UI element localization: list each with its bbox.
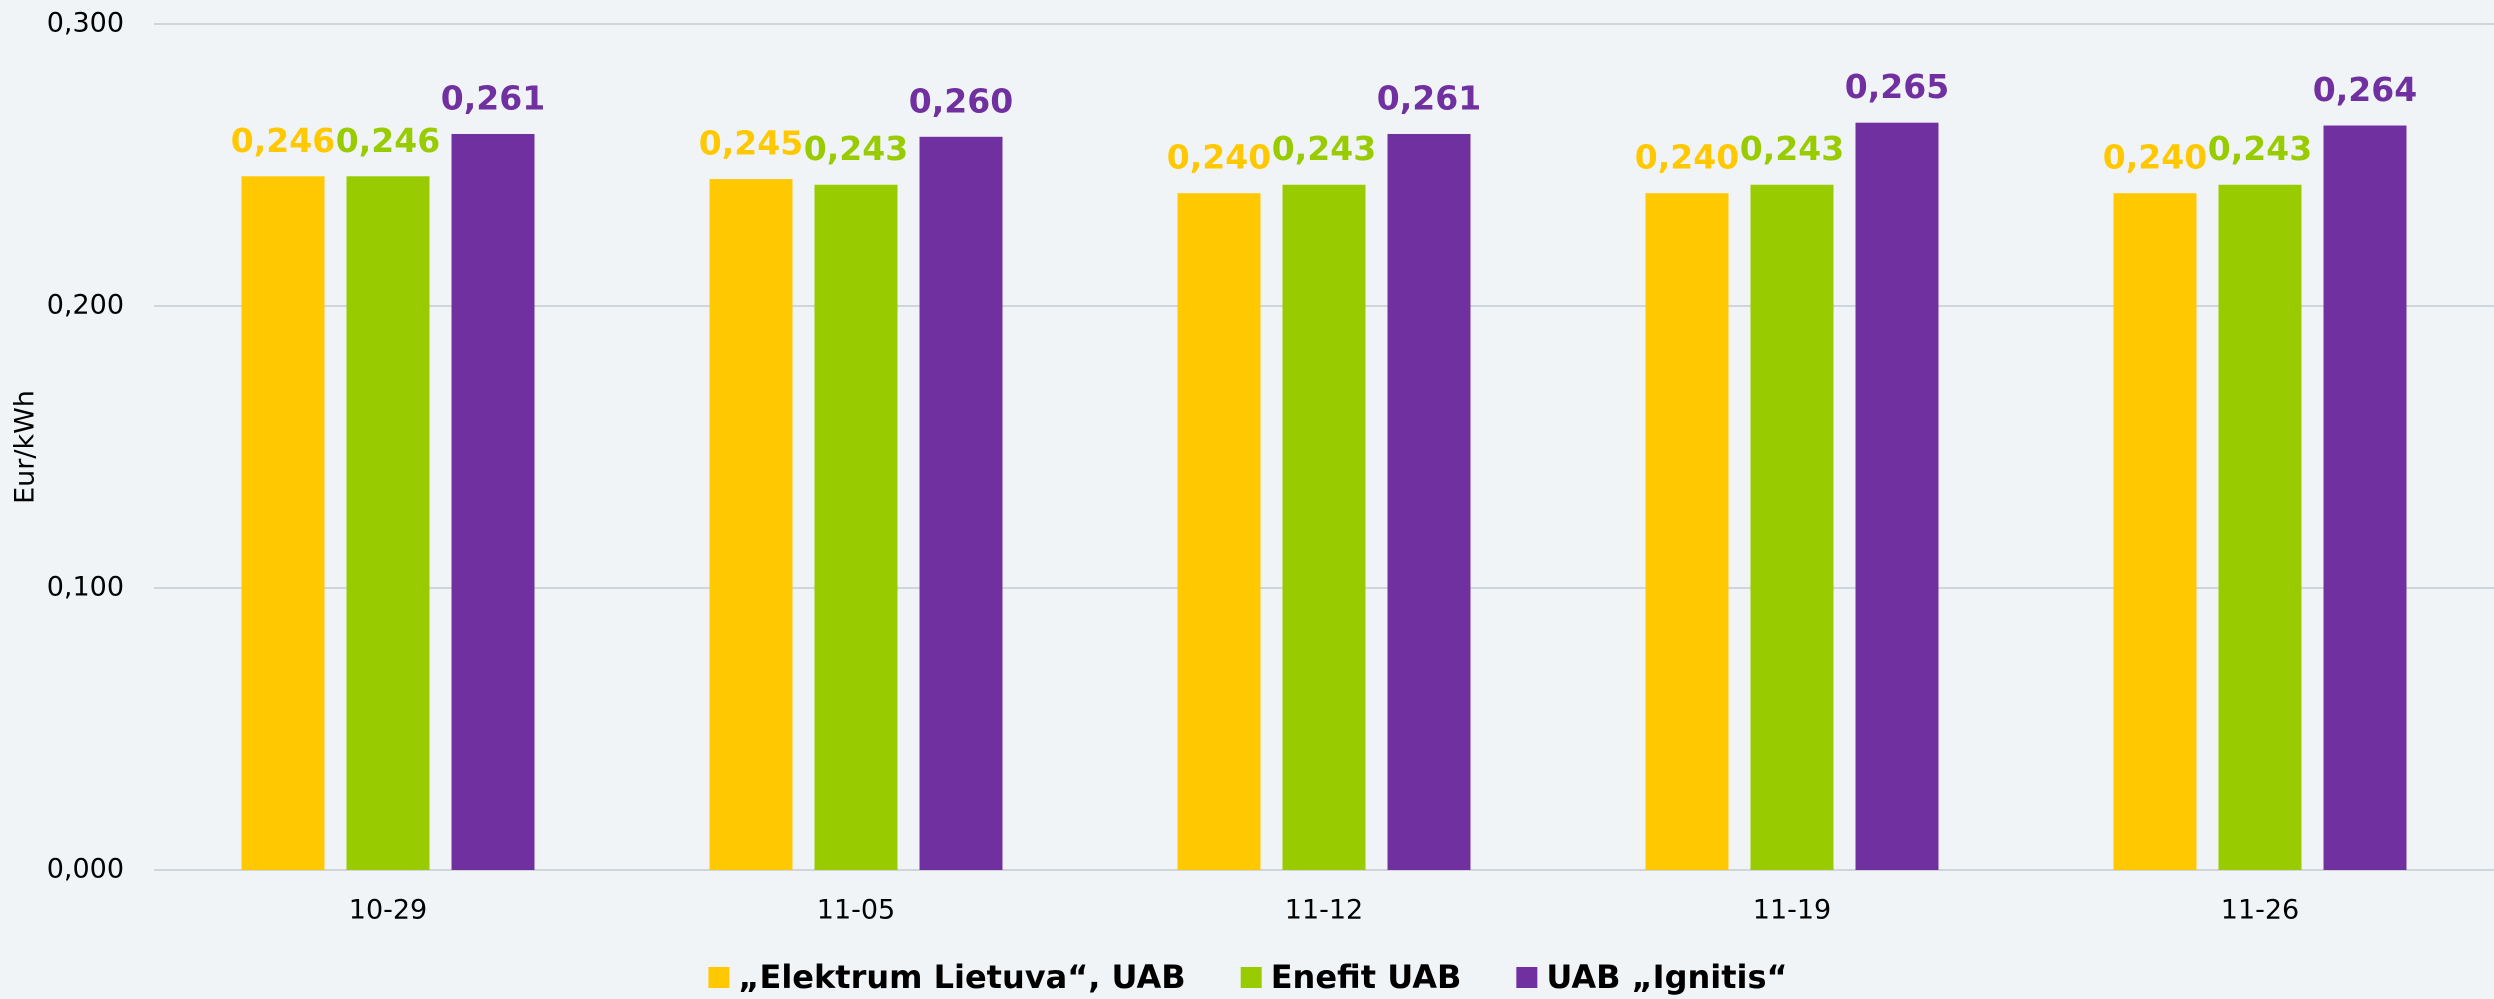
value-label: 0,264: [2313, 70, 2417, 109]
legend-label: „Elektrum Lietuva“, UAB: [738, 958, 1185, 996]
bar: [2218, 184, 2302, 871]
bar: [1750, 184, 1834, 871]
x-tick-label: 11-12: [1285, 895, 1363, 926]
legend-label: UAB „Ignitis“: [1546, 958, 1787, 996]
value-label: 0,261: [441, 78, 545, 117]
value-label: 0,243: [2208, 129, 2312, 168]
bar: [814, 184, 898, 871]
bar: [2113, 193, 2197, 870]
bar: [1855, 122, 1939, 870]
bar: [1282, 184, 1366, 871]
y-axis-title: Eur/kWh: [10, 390, 41, 504]
legend-swatch: [1516, 967, 1538, 988]
bar: [1645, 193, 1729, 870]
legend-swatch: [708, 967, 730, 988]
value-label: 0,246: [336, 121, 440, 160]
value-label: 0,243: [804, 129, 908, 168]
y-tick-label: 0,100: [47, 572, 124, 603]
y-tick-label: 0,200: [47, 290, 124, 321]
value-label: 0,246: [231, 121, 335, 160]
bar: [346, 176, 430, 870]
bar: [919, 136, 1003, 871]
x-tick-label: 11-26: [2221, 895, 2299, 926]
value-label: 0,265: [1845, 67, 1949, 106]
bar: [1177, 193, 1261, 870]
value-label: 0,261: [1377, 78, 1481, 117]
bar: [709, 179, 793, 871]
legend-swatch: [1240, 967, 1262, 988]
bar: [2323, 125, 2407, 870]
value-label: 0,245: [699, 124, 803, 163]
value-label: 0,260: [909, 81, 1013, 120]
x-tick-label: 11-19: [1753, 895, 1831, 926]
bar: [241, 176, 325, 870]
y-tick-label: 0,000: [47, 854, 124, 885]
x-tick-label: 10-29: [349, 895, 427, 926]
bar: [451, 133, 535, 871]
y-tick-label: 0,300: [47, 8, 124, 39]
legend-label: Enefit UAB: [1271, 958, 1462, 996]
value-label: 0,240: [2103, 138, 2207, 177]
x-tick-label: 11-05: [817, 895, 895, 926]
bar: [1387, 133, 1471, 871]
value-label: 0,243: [1740, 129, 1844, 168]
value-label: 0,240: [1167, 138, 1271, 177]
value-label: 0,243: [1272, 129, 1376, 168]
value-label: 0,240: [1635, 138, 1739, 177]
